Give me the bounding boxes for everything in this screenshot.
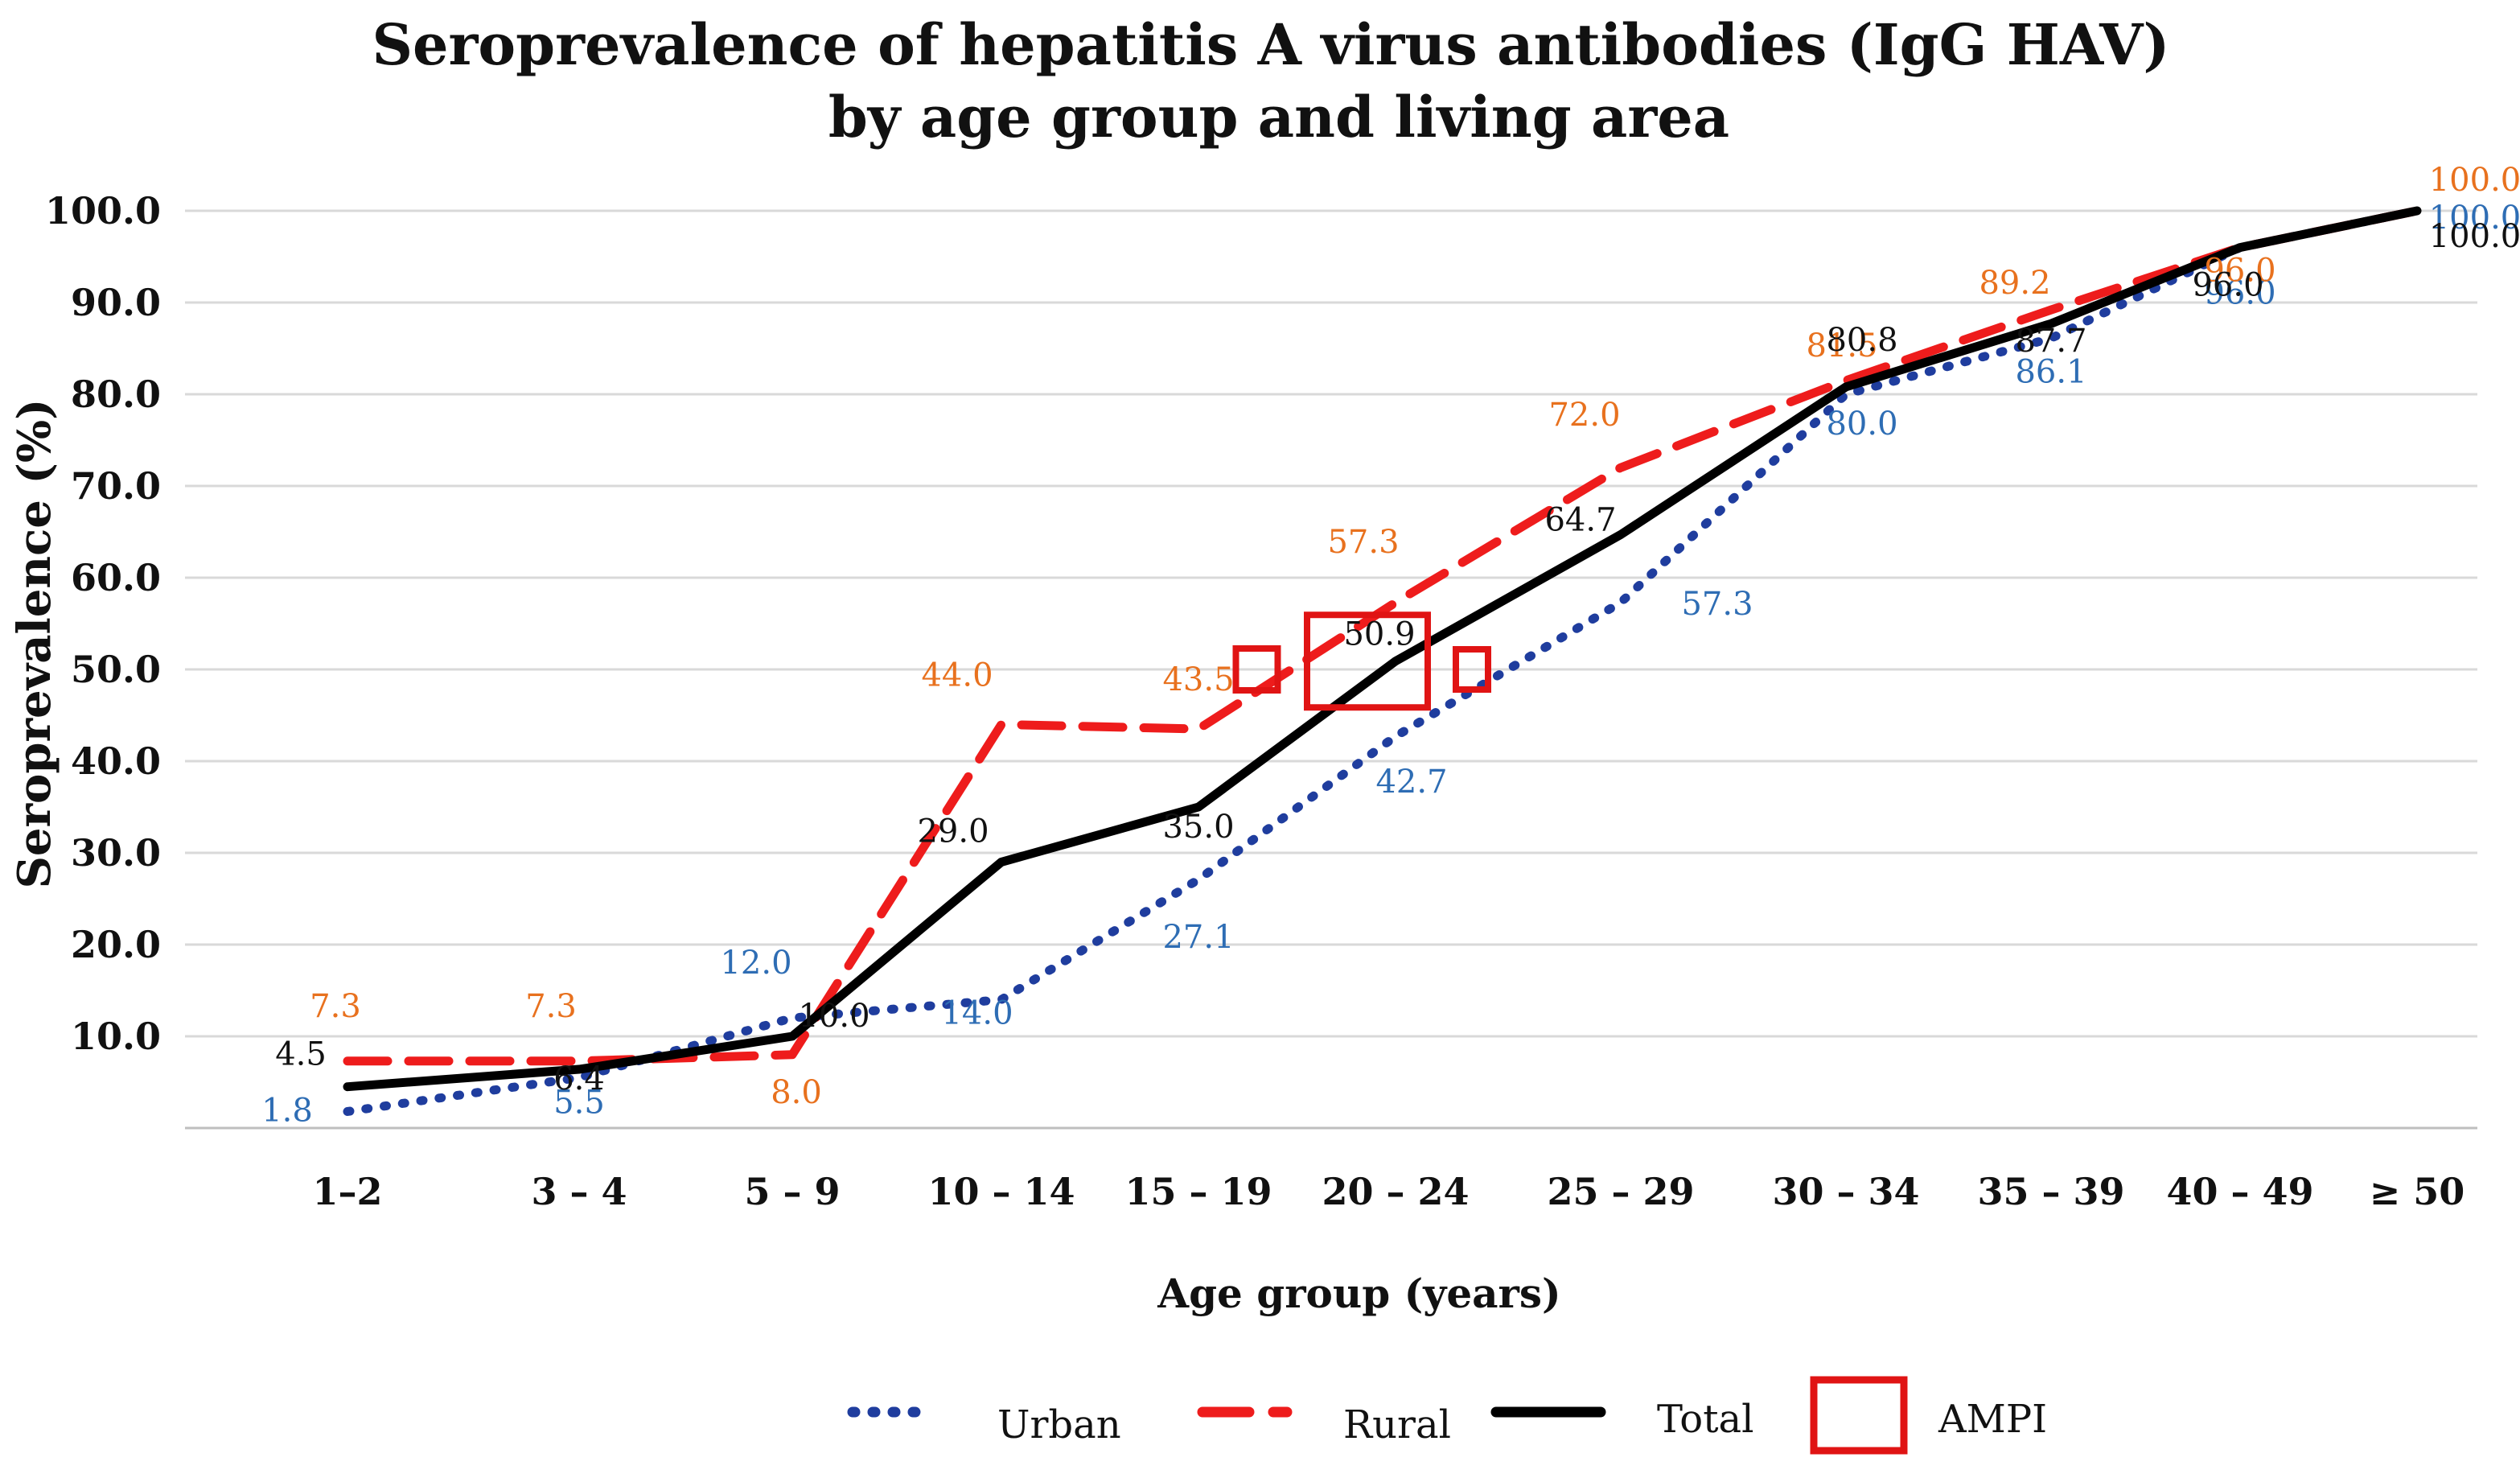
data-label-rural: 72.0 <box>1548 397 1620 434</box>
x-tick-label: ≥ 50 <box>2370 1170 2465 1213</box>
y-tick-label: 80.0 <box>71 373 161 416</box>
data-label-rural: 96.0 <box>2204 253 2275 290</box>
series-line-rural <box>343 206 2422 1066</box>
series-line-total <box>343 206 2422 1092</box>
x-tick-label: 25 – 29 <box>1547 1170 1694 1213</box>
data-label-urban: 80.0 <box>1826 406 1897 443</box>
y-tick-label: 70.0 <box>71 464 161 508</box>
data-label-rural: 7.3 <box>525 988 577 1025</box>
legend-label-total: Total <box>1657 1397 1753 1442</box>
ampi-marker-2 <box>1304 611 1431 711</box>
x-tick-label: 40 – 49 <box>2166 1170 2313 1213</box>
series-line-urban <box>343 206 2422 1116</box>
y-axis-label: Seroprevalence (%) <box>8 398 61 888</box>
data-label-total: 35.0 <box>1162 809 1234 846</box>
legend-swatch-ampi <box>1810 1376 1908 1455</box>
data-label-rural: 89.2 <box>1979 265 2050 302</box>
x-tick-label: 5 – 9 <box>744 1170 840 1213</box>
data-label-rural: 7.3 <box>310 988 361 1025</box>
y-tick-label: 90.0 <box>71 281 161 324</box>
data-label-total: 4.5 <box>275 1036 327 1073</box>
y-tick-label: 10.0 <box>71 1015 161 1058</box>
series-lines <box>343 206 2422 1116</box>
x-tick-label: 20 – 24 <box>1322 1170 1469 1213</box>
legend-label-ampi: AMPI <box>1938 1397 2047 1442</box>
data-label-urban: 14.0 <box>941 994 1013 1031</box>
ampi-markers <box>1232 611 1491 711</box>
legend: Urban Rural Total AMPI <box>847 1376 2047 1455</box>
ampi-marker-3 <box>1453 646 1491 693</box>
x-tick-label: 1–2 <box>312 1170 382 1213</box>
data-label-urban: 27.1 <box>1162 919 1234 956</box>
data-label-total: 6.4 <box>553 1060 605 1097</box>
y-tick-label: 20.0 <box>71 923 161 966</box>
y-tick-label: 30.0 <box>71 831 161 875</box>
y-tick-label: 40.0 <box>71 739 161 783</box>
data-label-rural: 100.0 <box>2429 162 2520 199</box>
legend-label-urban: Urban <box>997 1402 1121 1447</box>
data-label-urban: 42.7 <box>1375 764 1447 801</box>
data-label-urban: 57.3 <box>1681 586 1753 623</box>
y-tick-label: 100.0 <box>45 189 161 233</box>
data-label-rural: 57.3 <box>1327 524 1399 561</box>
x-tick-label: 30 – 34 <box>1772 1170 1919 1213</box>
data-label-total: 80.8 <box>1826 322 1897 359</box>
data-label-total: 64.7 <box>1544 501 1616 538</box>
x-tick-label: 35 – 39 <box>1977 1170 2124 1213</box>
legend-label-rural: Rural <box>1343 1402 1451 1447</box>
data-label-urban: 12.0 <box>720 945 791 982</box>
y-tick-label: 60.0 <box>71 556 161 599</box>
data-label-urban: 5.5 <box>553 1084 605 1121</box>
x-tick-label: 3 – 4 <box>531 1170 627 1213</box>
data-label-total: 100.0 <box>2429 218 2520 255</box>
data-label-rural: 44.0 <box>921 657 993 694</box>
data-label-urban: 1.8 <box>261 1092 313 1129</box>
data-label-urban: 96.0 <box>2204 275 2275 312</box>
data-label-rural: 81.5 <box>1806 327 1877 364</box>
x-tick-label: 15 – 19 <box>1124 1170 1272 1213</box>
data-labels: 1.8 5.5 12.0 14.0 27.1 42.7 57.3 80.0 86.1 96.0 10… <box>261 162 2520 1129</box>
data-label-total: 50.9 <box>1343 616 1415 653</box>
data-label-urban: 86.1 <box>2015 353 2086 390</box>
data-label-total: 10.0 <box>798 998 869 1035</box>
data-label-total: 87.7 <box>2015 323 2086 360</box>
gridlines <box>185 209 2477 1130</box>
data-label-urban: 100.0 <box>2429 200 2520 237</box>
ampi-marker-1 <box>1232 645 1281 694</box>
x-tick-label: 10 – 14 <box>927 1170 1075 1213</box>
x-axis-label: Age group (years) <box>1157 1270 1560 1317</box>
x-axis-ticks: 1–2 3 – 4 5 – 9 10 – 14 15 – 19 20 – 24 25 – 2… <box>312 1170 2465 1213</box>
data-label-total: 96.0 <box>2192 267 2263 304</box>
data-label-rural: 8.0 <box>771 1074 822 1111</box>
chart-title-line-1: Seroprevalence of hepatitis A virus anti… <box>372 11 2169 78</box>
y-axis-ticks: 10.0 20.0 30.0 40.0 50.0 60.0 70.0 80.0 90.0 100.… <box>45 189 161 1058</box>
chart-title-line-2: by age group and living area <box>828 84 1729 150</box>
data-label-rural: 43.5 <box>1162 661 1234 698</box>
y-tick-label: 50.0 <box>71 648 161 691</box>
data-label-total: 29.0 <box>917 813 989 850</box>
